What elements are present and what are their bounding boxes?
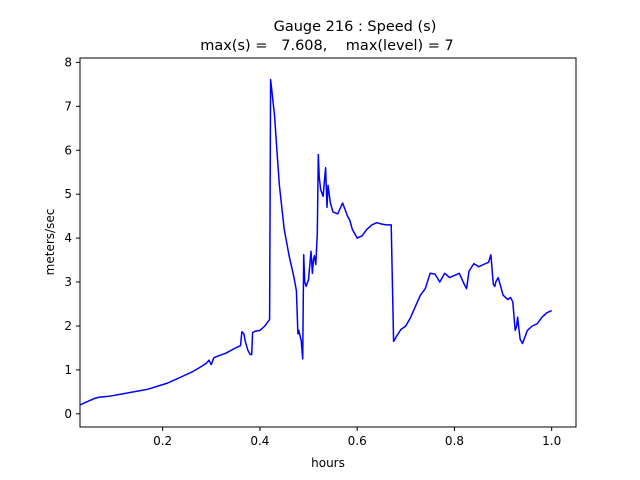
y-tick-label: 7 bbox=[64, 99, 72, 113]
x-tick-label: 1.0 bbox=[542, 434, 561, 448]
axes-frame bbox=[79, 57, 577, 428]
x-tick-label: 0.4 bbox=[250, 434, 269, 448]
plot-area bbox=[79, 57, 577, 428]
y-tick-label: 8 bbox=[64, 55, 72, 69]
x-tick-label: 0.6 bbox=[348, 434, 367, 448]
y-tick-label: 2 bbox=[64, 319, 72, 333]
series-layer bbox=[80, 78, 553, 406]
chart-title-line-1: Gauge 216 : Speed (s) bbox=[274, 19, 437, 35]
y-tick-label: 4 bbox=[64, 231, 72, 245]
x-axis-label: hours bbox=[311, 456, 345, 470]
y-tick-label: 3 bbox=[64, 275, 72, 289]
x-tick-label: 0.2 bbox=[153, 434, 172, 448]
y-axis: 0 1 2 3 4 5 6 7 8 bbox=[64, 55, 80, 421]
y-tick-label: 1 bbox=[64, 363, 72, 377]
y-tick-label: 5 bbox=[64, 187, 72, 201]
x-tick-label: 0.8 bbox=[445, 434, 464, 448]
x-axis: 0.2 0.4 0.6 0.8 1.0 bbox=[153, 427, 561, 448]
y-tick-label: 0 bbox=[64, 407, 72, 421]
y-axis-label: meters/sec bbox=[43, 209, 57, 276]
chart-title-line-2: max(s) = 7.608, max(level) = 7 bbox=[200, 38, 454, 54]
series-line-0 bbox=[80, 78, 553, 406]
y-tick-label: 6 bbox=[64, 143, 72, 157]
